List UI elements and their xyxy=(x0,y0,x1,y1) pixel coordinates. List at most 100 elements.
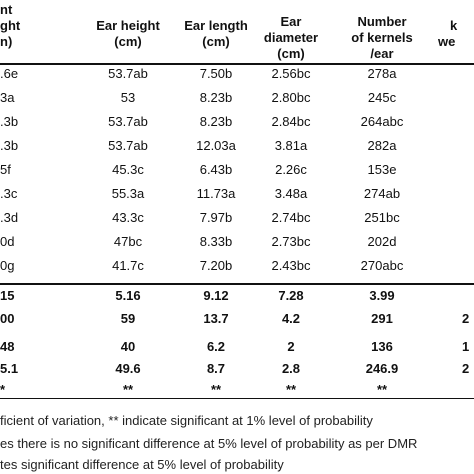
table-cell: 55.3a xyxy=(111,186,145,201)
table-cell: 3.48a xyxy=(274,186,308,201)
table-cell: .3b xyxy=(0,138,19,153)
stats-cell: 2.8 xyxy=(281,361,301,376)
table-cell: 8.33b xyxy=(199,234,233,249)
table-cell: 2.84bc xyxy=(271,114,311,129)
table-cell: 53 xyxy=(120,90,136,105)
table-cell: 41.7c xyxy=(112,258,144,273)
header-rule xyxy=(0,63,474,65)
table-cell: 264abc xyxy=(360,114,404,129)
stats-cell: 291 xyxy=(371,311,393,326)
table-cell: 153e xyxy=(367,162,397,177)
table-cell: 43.3c xyxy=(112,210,144,225)
header-ear-diameter: Ear diameter (cm) xyxy=(248,14,334,62)
header-col5: k we xyxy=(438,18,458,50)
table-cell: 8.23b xyxy=(199,90,233,105)
stats-cell: 7.28 xyxy=(278,288,304,303)
table-cell: 12.03a xyxy=(196,138,236,153)
stats-cell: ** xyxy=(122,382,134,397)
table-cell: 7.20b xyxy=(199,258,233,273)
header-kernels-per-ear: Number of kernels /ear xyxy=(340,14,424,62)
table-bottom-rule xyxy=(0,398,474,399)
stats-cell: * xyxy=(0,382,6,397)
stats-cell: 2 xyxy=(287,339,295,354)
header-line: (cm) xyxy=(277,46,305,61)
table-cell: 0d xyxy=(0,234,15,249)
footnote-line: es there is no significant difference at… xyxy=(0,436,418,451)
stats-cell: ** xyxy=(376,382,388,397)
header-line: (cm) xyxy=(114,34,142,49)
stats-cell: 49.6 xyxy=(115,361,141,376)
header-col0: nt ght n) xyxy=(0,2,20,50)
table-cell: 7.50b xyxy=(199,66,233,81)
table-cell: 6.43b xyxy=(199,162,233,177)
header-ear-height: Ear height (cm) xyxy=(84,18,172,50)
stats-cell: 2 xyxy=(462,361,470,376)
header-line: Ear height xyxy=(96,18,160,33)
stats-cell: 15 xyxy=(0,288,15,303)
table-cell: 53.7ab xyxy=(108,138,148,153)
header-line: Ear xyxy=(280,14,302,29)
header-line: we xyxy=(438,34,456,49)
stats-cell: 00 xyxy=(0,311,15,326)
table-cell: 2.26c xyxy=(275,162,307,177)
stats-cell: 2 xyxy=(462,311,470,326)
table-cell: 8.23b xyxy=(199,114,233,129)
stats-cell: ** xyxy=(210,382,222,397)
header-line: Ear length xyxy=(184,18,248,33)
header-line: n) xyxy=(0,34,13,49)
stats-cell: 246.9 xyxy=(365,361,399,376)
table-cell: 2.43bc xyxy=(271,258,311,273)
table-cell: 2.74bc xyxy=(271,210,311,225)
table-cell: 245c xyxy=(367,90,397,105)
table-cell: 45.3c xyxy=(112,162,144,177)
stats-cell: 5.1 xyxy=(0,361,19,376)
stats-cell: 8.7 xyxy=(206,361,226,376)
table-cell: 2.73bc xyxy=(271,234,311,249)
table-cell: 270abc xyxy=(360,258,404,273)
header-line: k xyxy=(450,18,458,33)
stats-cell: ** xyxy=(285,382,297,397)
footnote-line: tes significant difference at 5% level o… xyxy=(0,457,284,472)
stats-cell: 1 xyxy=(462,339,470,354)
table-cell: 251bc xyxy=(364,210,400,225)
header-line: ght xyxy=(0,18,21,33)
stats-cell: 13.7 xyxy=(203,311,229,326)
stats-rule xyxy=(0,283,474,285)
header-line: nt xyxy=(0,2,13,17)
table-cell: 0g xyxy=(0,258,15,273)
header-line: (cm) xyxy=(202,34,230,49)
stats-cell: 6.2 xyxy=(206,339,226,354)
header-line: of kernels xyxy=(351,30,413,45)
stats-cell: 59 xyxy=(120,311,136,326)
table-cell: 2.80bc xyxy=(271,90,311,105)
table-cell: 7.97b xyxy=(199,210,233,225)
table-cell: .3b xyxy=(0,114,19,129)
stats-cell: 48 xyxy=(0,339,15,354)
table-cell: 3a xyxy=(0,90,15,105)
table-cell: 5f xyxy=(0,162,11,177)
stats-cell: 3.99 xyxy=(369,288,395,303)
table-cell: 274ab xyxy=(363,186,401,201)
table-cell: 53.7ab xyxy=(108,114,148,129)
table-cell: 2.56bc xyxy=(271,66,311,81)
footnote-line: ficient of variation, ** indicate signif… xyxy=(0,413,373,428)
stats-cell: 9.12 xyxy=(203,288,229,303)
table-cell: .3c xyxy=(0,186,18,201)
stats-cell: 40 xyxy=(120,339,136,354)
stats-cell: 136 xyxy=(371,339,393,354)
header-line: diameter xyxy=(263,30,319,45)
table-cell: 282a xyxy=(367,138,397,153)
table-cell: 47bc xyxy=(113,234,143,249)
stats-cell: 5.16 xyxy=(115,288,141,303)
header-ear-length: Ear length (cm) xyxy=(172,18,260,50)
stats-cell: 4.2 xyxy=(281,311,301,326)
table-cell: 202d xyxy=(367,234,397,249)
table-cell: 11.73a xyxy=(196,186,236,201)
table-cell: .3d xyxy=(0,210,19,225)
table-cell: 278a xyxy=(367,66,397,81)
table-cell: 53.7ab xyxy=(108,66,148,81)
table-cell: .6e xyxy=(0,66,19,81)
header-line: /ear xyxy=(370,46,394,61)
table-cell: 3.81a xyxy=(274,138,308,153)
header-line: Number xyxy=(357,14,407,29)
